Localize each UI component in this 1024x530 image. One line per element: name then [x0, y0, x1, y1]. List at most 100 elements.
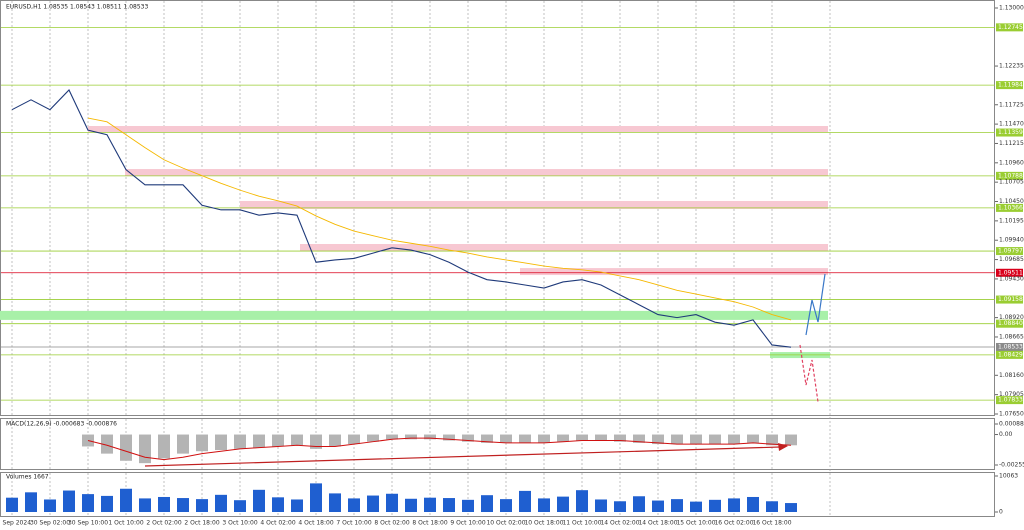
bar — [519, 434, 531, 443]
level-tag — [996, 203, 1023, 212]
x-tick-label: 9 Oct 10:00 — [450, 520, 485, 527]
y-tick-label: 0.00 — [999, 431, 1013, 438]
level-label: 1.10366 — [998, 204, 1023, 211]
zone — [0, 310, 828, 320]
bar — [595, 499, 607, 512]
x-tick-label: 2 Oct 18:00 — [184, 520, 219, 527]
level-label: 1.07833 — [998, 397, 1023, 404]
bar — [519, 490, 531, 512]
bar — [785, 434, 797, 446]
x-tick-label: 1 Oct 10:00 — [108, 520, 143, 527]
x-tick-label: 7 Oct 10:00 — [336, 520, 371, 527]
level-label: 1.11359 — [998, 129, 1023, 136]
x-tick-label: 8 Oct 18:00 — [412, 520, 447, 527]
y-tick-label: 1.10195 — [999, 217, 1024, 224]
bar — [595, 434, 607, 441]
level-label: 1.12745 — [998, 24, 1023, 31]
zone — [125, 169, 828, 176]
bar — [424, 497, 436, 512]
bar — [120, 434, 132, 461]
y-tick-label: 1.10450 — [999, 198, 1024, 205]
signal-line — [87, 437, 792, 461]
bar — [671, 499, 683, 512]
bar — [614, 434, 626, 442]
level-tag — [996, 350, 1023, 359]
bar — [557, 434, 569, 442]
bar — [158, 496, 170, 512]
bar — [481, 495, 493, 512]
volume-title: Volumes 1667 — [6, 474, 49, 481]
level-tag — [996, 396, 1023, 405]
bar — [253, 489, 265, 512]
x-tick-label: 10 Oct 18:00 — [524, 520, 563, 527]
level-tag — [996, 81, 1023, 90]
bar — [690, 501, 702, 512]
y-tick-label: 1.07905 — [999, 391, 1024, 398]
y-tick-label: 1.08665 — [999, 333, 1024, 340]
bar — [63, 490, 75, 512]
level-label: 1.09158 — [998, 296, 1023, 303]
zone — [88, 126, 828, 133]
bar — [272, 434, 284, 447]
y-tick-label: 0.000883 — [999, 421, 1024, 428]
bar — [386, 434, 398, 440]
arrow-head — [778, 443, 788, 451]
bar — [785, 503, 797, 512]
y-tick-label: 1.09430 — [999, 275, 1024, 282]
bar — [6, 497, 18, 512]
x-tick-label: 30 Sep 10:00 — [68, 520, 108, 527]
x-tick-label: 3 Oct 10:00 — [222, 520, 257, 527]
bar — [633, 434, 645, 443]
bar — [538, 434, 550, 443]
bar — [462, 499, 474, 512]
bar — [25, 492, 37, 512]
forecast-up — [805, 273, 826, 336]
x-tick-label: 10 Oct 02:00 — [486, 520, 525, 527]
level-label: 1.11984 — [998, 82, 1023, 89]
bar — [348, 434, 360, 445]
zone — [240, 200, 828, 210]
level-tag — [996, 295, 1023, 304]
bar — [424, 434, 436, 440]
bar — [405, 498, 417, 512]
y-tick-label: 1.11470 — [999, 121, 1024, 128]
y-tick-label: 1.08160 — [999, 372, 1024, 379]
chart-title: EURUSD,H1 1.08535 1.08543 1.08511 1.0853… — [6, 4, 148, 11]
x-tick-label: 15 Oct 10:00 — [676, 520, 715, 527]
bar — [215, 434, 227, 451]
bar — [633, 496, 645, 512]
bar — [576, 490, 588, 512]
bar — [158, 434, 170, 459]
y-tick-label: 1.09940 — [999, 237, 1024, 244]
x-tick-label: 14 Oct 02:00 — [600, 520, 639, 527]
bar — [367, 495, 379, 512]
bar — [215, 494, 227, 512]
bar — [766, 434, 778, 446]
bar — [44, 499, 56, 512]
y-tick-label: 1.11215 — [999, 140, 1024, 147]
bar — [462, 434, 474, 442]
bar — [120, 488, 132, 512]
bar — [196, 499, 208, 512]
y-tick-label: -0.002554 — [999, 462, 1024, 469]
level-label: 1.08533 — [998, 343, 1023, 350]
divergence-arrow — [144, 446, 781, 467]
price-line — [87, 117, 792, 321]
level-tag — [996, 128, 1023, 137]
bar — [728, 434, 740, 445]
bar — [253, 434, 265, 448]
y-tick-label: 1.10705 — [999, 179, 1024, 186]
bar — [139, 498, 151, 512]
x-tick-label: 4 Oct 18:00 — [298, 520, 333, 527]
bar — [310, 483, 322, 512]
level-tag — [996, 342, 1023, 351]
bar — [234, 434, 246, 449]
bar — [709, 499, 721, 512]
level-tag — [996, 268, 1023, 277]
bar — [196, 434, 208, 452]
bar — [234, 500, 246, 512]
bar — [101, 495, 113, 512]
x-tick-label: 16 Oct 18:00 — [752, 520, 791, 527]
y-tick-label: 1.12235 — [999, 63, 1024, 70]
